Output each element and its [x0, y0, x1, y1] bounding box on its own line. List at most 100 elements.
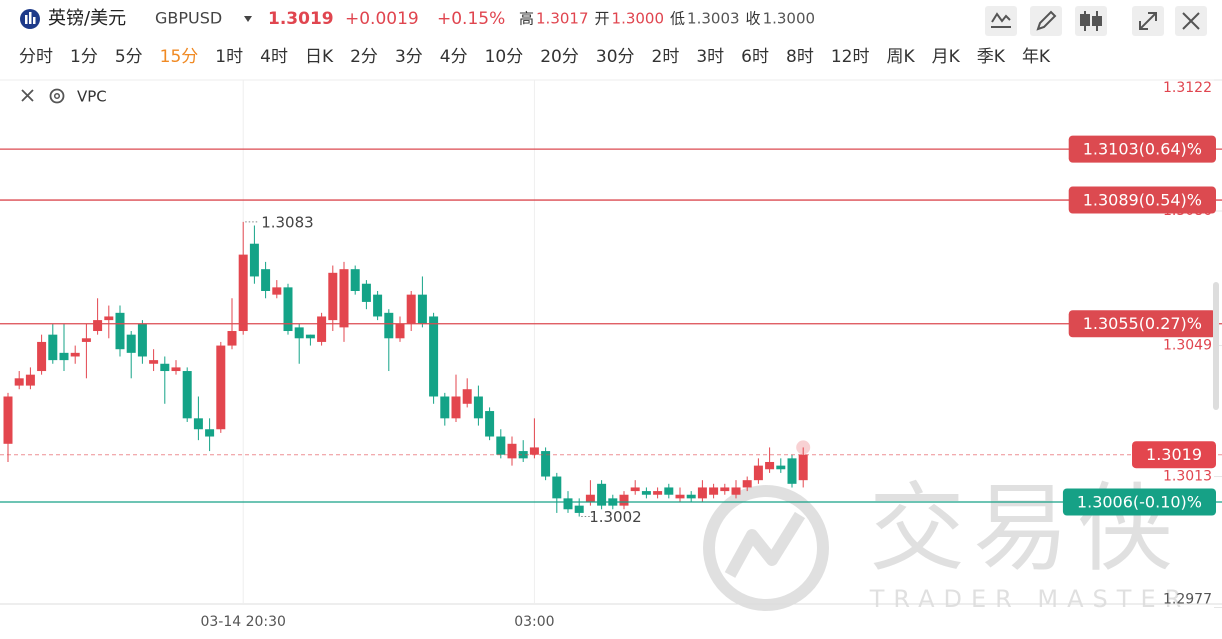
- candle-body: [686, 494, 696, 499]
- timeframe-tab[interactable]: 月K: [932, 47, 961, 67]
- stat-label: 收: [746, 10, 761, 28]
- timeframe-tab[interactable]: 季K: [977, 47, 1006, 67]
- timeframe-tabs: 分时 1分 5分 15分 1时 4时 日K 2分 3分 4分 10分 20分 30分 2时 3时 6时 8时 12…: [19, 47, 1051, 67]
- tool-button[interactable]: [1030, 6, 1062, 36]
- watermark-logo: [724, 511, 806, 578]
- candle-body: [429, 316, 439, 397]
- y-tick-label: 1.3013: [1163, 469, 1212, 485]
- timeframe-tab[interactable]: 8时: [786, 47, 814, 67]
- candle-body: [317, 316, 327, 342]
- high-label: 1.3083: [261, 213, 314, 231]
- candle-body: [193, 418, 203, 430]
- candle-body: [37, 341, 47, 372]
- alert-line-tag: [1068, 310, 1216, 338]
- candle-body: [328, 272, 338, 321]
- candle-body: [3, 396, 13, 444]
- candle-body: [765, 461, 775, 470]
- candle-body: [552, 476, 562, 499]
- y-tick-label: 1.3049: [1163, 338, 1212, 354]
- candle-body: [93, 320, 103, 332]
- indicator-name: VPC: [77, 88, 107, 106]
- candle-body: [272, 287, 282, 295]
- remove-indicator[interactable]: [21, 89, 34, 102]
- candle-body: [597, 483, 607, 506]
- tool-icon: [1182, 12, 1200, 30]
- change-pct: +0.15%: [437, 9, 505, 29]
- alert-line-tag: [1062, 488, 1216, 516]
- scrollbar[interactable]: [1213, 282, 1219, 410]
- candle-body: [574, 505, 584, 513]
- candle-body: [126, 334, 136, 353]
- stat-value: 1.3003: [687, 10, 740, 28]
- candle-body: [160, 363, 170, 372]
- logo-mark: [33, 17, 36, 24]
- timeframe-tab[interactable]: 4时: [260, 47, 288, 67]
- timeframe-tab[interactable]: 3分: [395, 47, 423, 67]
- candle-body: [485, 411, 495, 437]
- x-tick-label: 03-14 20:30: [200, 614, 285, 630]
- timeframe-tab[interactable]: 3时: [696, 47, 724, 67]
- x-tick-label: 03:00: [514, 614, 554, 630]
- header: 英镑/美元 GBPUSD 1.3019 +0.0019 +0.15% 高 1.30…: [20, 6, 1207, 36]
- candle-body: [350, 269, 360, 291]
- tool-icon: [991, 12, 1011, 28]
- candle-body: [283, 287, 293, 332]
- price: 1.3019: [268, 9, 334, 29]
- plot: 03-14 20:3003:001.31221.30861.30491.3013…: [0, 79, 1222, 630]
- candle-body: [70, 352, 80, 357]
- stat-value: 1.3000: [763, 10, 816, 28]
- candle-body: [182, 371, 192, 419]
- tool-icon: [1036, 10, 1057, 31]
- symbol-dropdown[interactable]: [244, 16, 252, 22]
- candle-body: [697, 487, 707, 499]
- candle-body: [731, 487, 741, 495]
- candle-body: [104, 316, 114, 321]
- tool-icon: [1080, 14, 1090, 26]
- timeframe-tab[interactable]: 12时: [831, 47, 870, 67]
- last-price-tag: [1132, 441, 1216, 469]
- candle-body: [798, 454, 808, 481]
- timeframe-tab[interactable]: 15分: [160, 47, 199, 67]
- watermark-logo: [703, 485, 829, 611]
- candle-body: [787, 458, 797, 484]
- indicator-settings[interactable]: [49, 88, 65, 104]
- watermark: 交易侠 TRADER MASTER: [703, 472, 1191, 613]
- alert-line-tag: [1068, 135, 1216, 163]
- timeframe-tab[interactable]: 2时: [652, 47, 680, 67]
- watermark-subtitle: TRADER MASTER: [869, 585, 1191, 613]
- timeframe-tab[interactable]: 年K: [1022, 47, 1051, 67]
- alert-line-label: 1.3089(0.54)%: [1083, 191, 1202, 210]
- candle-body: [563, 498, 573, 510]
- logo-mark: [29, 12, 32, 24]
- candle-body: [451, 396, 461, 419]
- timeframe-tab[interactable]: 30分: [596, 47, 635, 67]
- timeframe-tab[interactable]: 分时: [19, 47, 53, 67]
- candle-body: [462, 389, 472, 404]
- candle-body: [227, 331, 237, 346]
- timeframe-tab[interactable]: 1分: [70, 47, 98, 67]
- alert-line-label: 1.3055(0.27)%: [1083, 314, 1202, 333]
- candle-body: [507, 443, 517, 459]
- alert-line-label: 1.3103(0.64)%: [1083, 140, 1202, 159]
- candle-body: [149, 360, 159, 364]
- tool-button[interactable]: [1075, 6, 1107, 36]
- candle-body: [473, 396, 483, 419]
- timeframe-tab[interactable]: 2分: [350, 47, 378, 67]
- stat-label: 高: [519, 10, 534, 28]
- timeframe-tab[interactable]: 10分: [485, 47, 524, 67]
- timeframe-tab[interactable]: 5分: [115, 47, 143, 67]
- timeframe-tab[interactable]: 1时: [215, 47, 243, 67]
- timeframe-tab[interactable]: 6时: [741, 47, 769, 67]
- candle-body: [395, 323, 405, 339]
- timeframe-tab[interactable]: 20分: [540, 47, 579, 67]
- candle-body: [261, 269, 271, 291]
- candle-body: [619, 494, 629, 506]
- candle-body: [137, 323, 147, 357]
- candle-body: [14, 378, 24, 386]
- candle-body: [171, 367, 181, 372]
- timeframe-tab[interactable]: 日K: [305, 47, 334, 67]
- timeframe-tab[interactable]: 周K: [886, 47, 915, 67]
- stats: 高 1.3017 开 1.3000 低 1.3003 收 1.3000: [519, 10, 815, 28]
- timeframe-tab[interactable]: 4分: [440, 47, 468, 67]
